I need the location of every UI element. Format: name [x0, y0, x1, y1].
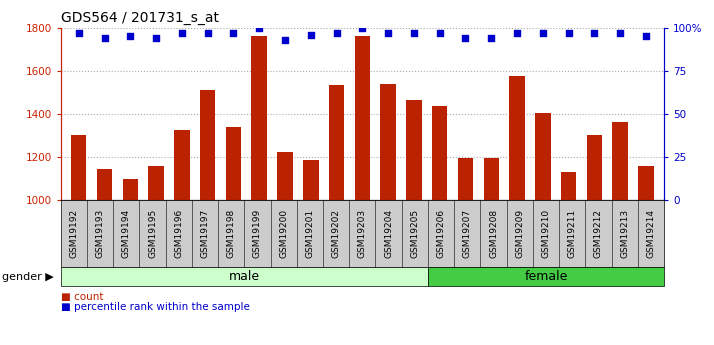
Point: [99, 35, 110, 41]
Text: GSM19214: GSM19214: [646, 209, 655, 258]
Text: gender ▶: gender ▶: [2, 272, 54, 282]
Bar: [303, 160, 318, 200]
Text: GSM19200: GSM19200: [279, 209, 288, 258]
Text: GSM19198: GSM19198: [227, 209, 236, 258]
Text: GSM19209: GSM19209: [516, 209, 524, 258]
Text: GSM19210: GSM19210: [541, 209, 550, 258]
Text: GSM19208: GSM19208: [489, 209, 498, 258]
Point: [202, 30, 213, 36]
Text: male: male: [228, 270, 260, 283]
Bar: [587, 136, 602, 200]
Bar: [200, 90, 216, 200]
Text: GDS564 / 201731_s_at: GDS564 / 201731_s_at: [61, 11, 218, 25]
Bar: [71, 136, 86, 200]
Point: [151, 35, 162, 41]
Text: ■ percentile rank within the sample: ■ percentile rank within the sample: [61, 302, 250, 312]
Bar: [406, 100, 422, 200]
Text: GSM19196: GSM19196: [174, 209, 183, 258]
Bar: [123, 179, 138, 200]
Bar: [277, 151, 293, 200]
Point: [615, 30, 626, 36]
Bar: [535, 113, 550, 200]
Point: [73, 30, 84, 36]
Point: [486, 35, 497, 41]
Point: [511, 30, 523, 36]
Point: [228, 30, 239, 36]
Text: GSM19207: GSM19207: [463, 209, 472, 258]
Text: ■ count: ■ count: [61, 292, 104, 302]
Bar: [149, 166, 164, 200]
Text: GSM19199: GSM19199: [253, 209, 262, 258]
Bar: [226, 127, 241, 200]
Point: [434, 30, 446, 36]
Point: [563, 30, 574, 36]
Bar: [251, 36, 267, 200]
Text: GSM19192: GSM19192: [69, 209, 79, 258]
Point: [383, 30, 394, 36]
Bar: [613, 122, 628, 200]
Text: GSM19211: GSM19211: [568, 209, 577, 258]
Bar: [355, 36, 370, 200]
Bar: [458, 158, 473, 200]
Text: GSM19202: GSM19202: [331, 209, 341, 258]
Text: GSM19201: GSM19201: [306, 209, 314, 258]
Text: GSM19193: GSM19193: [96, 209, 104, 258]
Bar: [381, 84, 396, 200]
Text: GSM19212: GSM19212: [594, 209, 603, 258]
Point: [537, 30, 548, 36]
Text: GSM19194: GSM19194: [122, 209, 131, 258]
Text: GSM19203: GSM19203: [358, 209, 367, 258]
Bar: [174, 130, 190, 200]
Point: [460, 35, 471, 41]
Text: female: female: [524, 270, 568, 283]
Text: GSM19195: GSM19195: [148, 209, 157, 258]
Bar: [638, 166, 654, 200]
Point: [356, 25, 368, 30]
Bar: [329, 85, 344, 200]
Point: [253, 25, 265, 30]
Bar: [561, 172, 576, 200]
Text: GSM19213: GSM19213: [620, 209, 629, 258]
Bar: [509, 76, 525, 200]
Point: [640, 33, 652, 39]
Point: [176, 30, 188, 36]
Point: [331, 30, 342, 36]
Text: GSM19205: GSM19205: [411, 209, 419, 258]
Point: [305, 32, 316, 37]
Text: GSM19204: GSM19204: [384, 209, 393, 258]
Bar: [483, 158, 499, 200]
Point: [124, 33, 136, 39]
Text: GSM19206: GSM19206: [436, 209, 446, 258]
Point: [279, 37, 291, 42]
Text: GSM19197: GSM19197: [201, 209, 209, 258]
Bar: [432, 106, 448, 200]
Bar: [97, 169, 112, 200]
Point: [408, 30, 420, 36]
Point: [588, 30, 600, 36]
